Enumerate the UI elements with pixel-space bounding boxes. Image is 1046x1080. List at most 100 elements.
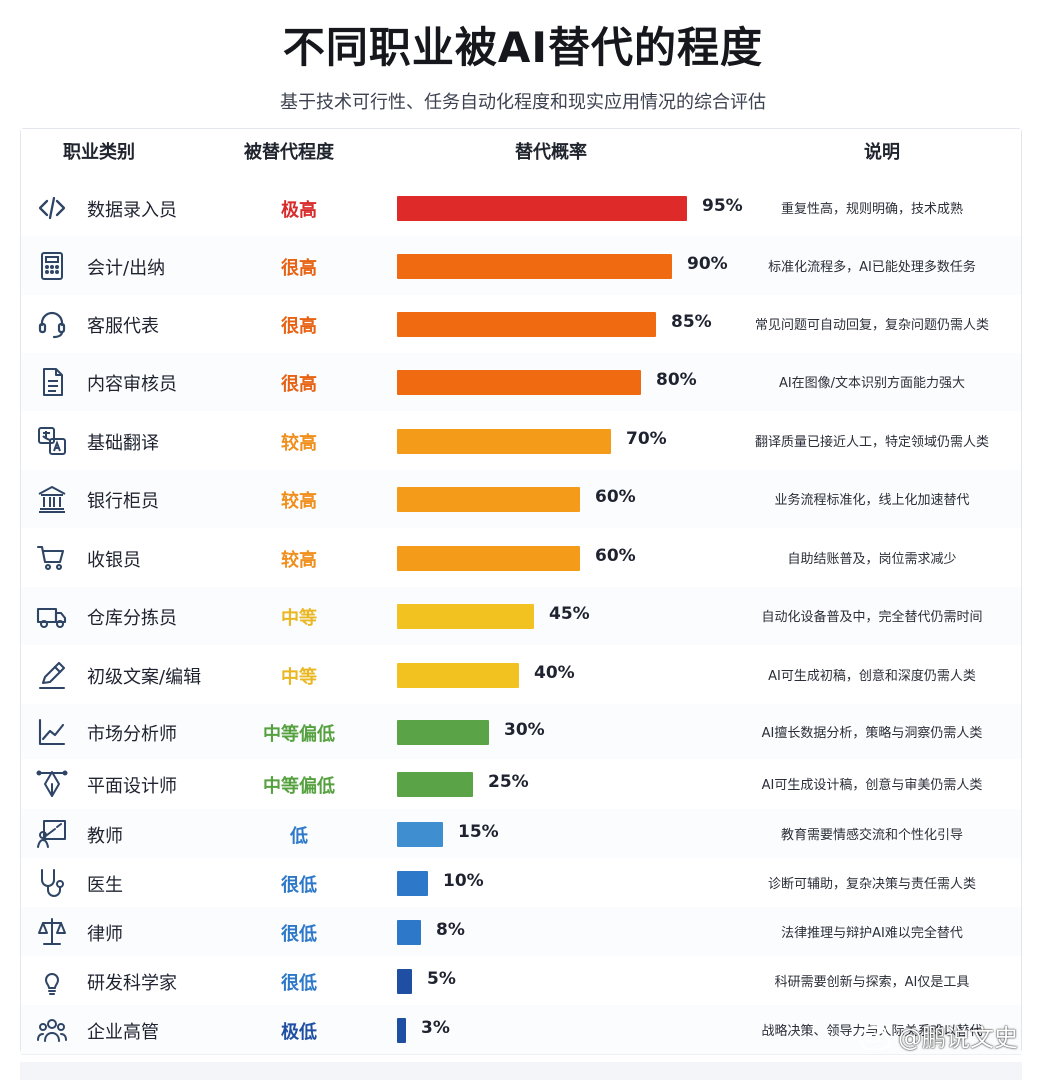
balance-scale-icon — [35, 915, 69, 949]
document-icon — [35, 365, 69, 399]
probability-bar — [397, 312, 656, 337]
probability-bar — [397, 772, 473, 797]
occupation-name: 收银员 — [87, 550, 141, 571]
occupation-name: 会计/出纳 — [87, 258, 166, 279]
replacement-level: 极低 — [281, 1022, 317, 1043]
header-category: 职业类别 — [63, 142, 135, 163]
replacement-level: 较高 — [281, 433, 317, 454]
replacement-level: 较高 — [281, 491, 317, 512]
row-description: 常见问题可自动回复，复杂问题仍需人类 — [754, 318, 989, 333]
row-description: AI可生成初稿，创意和深度仍需人类 — [768, 669, 976, 684]
probability-value: 70% — [626, 429, 667, 449]
occupation-name: 客服代表 — [87, 316, 159, 337]
calculator-icon — [35, 249, 69, 283]
probability-value: 3% — [421, 1018, 450, 1038]
probability-value: 10% — [443, 871, 484, 891]
table-row: 数据录入员 极高 95% 重复性高，规则明确，技术成熟 — [21, 179, 1021, 237]
truck-icon — [35, 599, 69, 633]
replacement-level: 很低 — [281, 973, 317, 994]
translate-icon — [35, 424, 69, 458]
table-row: 基础翻译 较高 70% 翻译质量已接近人工，特定领域仍需人类 — [21, 411, 1021, 471]
shopping-cart-icon — [35, 541, 69, 575]
replacement-level: 较高 — [281, 550, 317, 571]
replacement-level: 很高 — [281, 374, 317, 395]
row-description: AI在图像/文本识别方面能力强大 — [778, 376, 966, 391]
table-row: 医生 很低 10% 诊断可辅助，复杂决策与责任需人类 — [21, 858, 1021, 908]
table-row: 平面设计师 中等偏低 25% AI可生成设计稿，创意与审美仍需人类 — [21, 759, 1021, 810]
probability-bar — [397, 920, 421, 945]
probability-value: 45% — [549, 604, 590, 624]
bank-icon — [35, 482, 69, 516]
occupation-name: 平面设计师 — [87, 776, 177, 797]
page-subtitle: 基于技术可行性、任务自动化程度和现实应用情况的综合评估 — [280, 92, 766, 113]
table-row: 企业高管 极低 3% 战略决策、领导力与人际关系难以替代 — [21, 1005, 1021, 1055]
occupation-name: 研发科学家 — [87, 973, 177, 994]
probability-bar — [397, 370, 641, 395]
lightbulb-icon — [35, 964, 69, 998]
replacement-level: 很低 — [281, 875, 317, 896]
header-description: 说明 — [864, 142, 900, 163]
occupation-name: 银行柜员 — [87, 491, 159, 512]
design-pen-icon — [35, 767, 69, 801]
occupation-name: 教师 — [87, 826, 123, 847]
probability-value: 85% — [671, 312, 712, 332]
replacement-level: 中等 — [281, 608, 317, 629]
table-row: 收银员 较高 60% 自助结账普及，岗位需求减少 — [21, 528, 1021, 588]
row-description: 标准化流程多，AI已能处理多数任务 — [768, 260, 976, 275]
row-description: AI擅长数据分析，策略与洞察仍需人类 — [761, 726, 983, 741]
occupation-name: 内容审核员 — [87, 374, 177, 395]
probability-value: 80% — [656, 370, 697, 390]
occupation-name: 初级文案/编辑 — [87, 667, 202, 688]
table-row: 银行柜员 较高 60% 业务流程标准化，线上化加速替代 — [21, 470, 1021, 529]
probability-bar — [397, 720, 489, 745]
table-header: 职业类别 被替代程度 替代概率 说明 — [21, 129, 1021, 180]
table-row: 内容审核员 很高 80% AI在图像/文本识别方面能力强大 — [21, 353, 1021, 412]
probability-value: 25% — [488, 772, 529, 792]
probability-bar — [397, 871, 428, 896]
probability-value: 60% — [595, 487, 636, 507]
row-description: 教育需要情感交流和个性化引导 — [780, 828, 963, 843]
row-description: 战略决策、领导力与人际关系难以替代 — [761, 1024, 983, 1039]
occupation-name: 律师 — [87, 924, 123, 945]
probability-value: 95% — [702, 196, 743, 216]
team-icon — [35, 1013, 69, 1047]
row-description: 翻译质量已接近人工，特定领域仍需人类 — [754, 435, 989, 450]
page-title: 不同职业被AI替代的程度 — [282, 23, 764, 72]
occupation-name: 市场分析师 — [87, 724, 177, 745]
header-probability: 替代概率 — [515, 142, 587, 163]
row-description: 科研需要创新与探索，AI仅是工具 — [774, 975, 970, 990]
row-description: 业务流程标准化，线上化加速替代 — [774, 493, 970, 508]
table-row: 律师 很低 8% 法律推理与辩护AI难以完全替代 — [21, 907, 1021, 957]
header-level: 被替代程度 — [244, 142, 334, 163]
replacement-level: 很低 — [281, 924, 317, 945]
row-description: 重复性高，规则明确，技术成熟 — [780, 202, 963, 217]
probability-value: 15% — [458, 822, 499, 842]
probability-bar — [397, 969, 412, 994]
replacement-level: 很高 — [281, 258, 317, 279]
probability-bar — [397, 663, 519, 688]
probability-bar — [397, 822, 443, 847]
occupation-name: 数据录入员 — [87, 200, 177, 221]
probability-bar — [397, 254, 672, 279]
table-row: 客服代表 很高 85% 常见问题可自动回复，复杂问题仍需人类 — [21, 295, 1021, 354]
probability-bar — [397, 604, 534, 629]
probability-bar — [397, 429, 611, 454]
probability-value: 5% — [427, 969, 456, 989]
probability-value: 8% — [436, 920, 465, 940]
replacement-level: 很高 — [281, 316, 317, 337]
replacement-level: 低 — [290, 826, 308, 847]
row-description: 自助结账普及，岗位需求减少 — [787, 552, 957, 567]
code-icon — [35, 191, 69, 225]
occupation-name: 企业高管 — [87, 1022, 159, 1043]
teacher-board-icon — [35, 817, 69, 851]
replacement-level: 中等 — [281, 667, 317, 688]
replacement-table: 职业类别 被替代程度 替代概率 说明 数据录入员 极高 95% 重复性高，规则明确，技… — [20, 128, 1022, 1055]
probability-value: 90% — [687, 254, 728, 274]
occupation-name: 基础翻译 — [87, 433, 159, 454]
footer-band — [20, 1062, 1022, 1080]
probability-value: 30% — [504, 720, 545, 740]
headset-icon — [35, 307, 69, 341]
stethoscope-icon — [35, 866, 69, 900]
occupation-name: 医生 — [87, 875, 123, 896]
